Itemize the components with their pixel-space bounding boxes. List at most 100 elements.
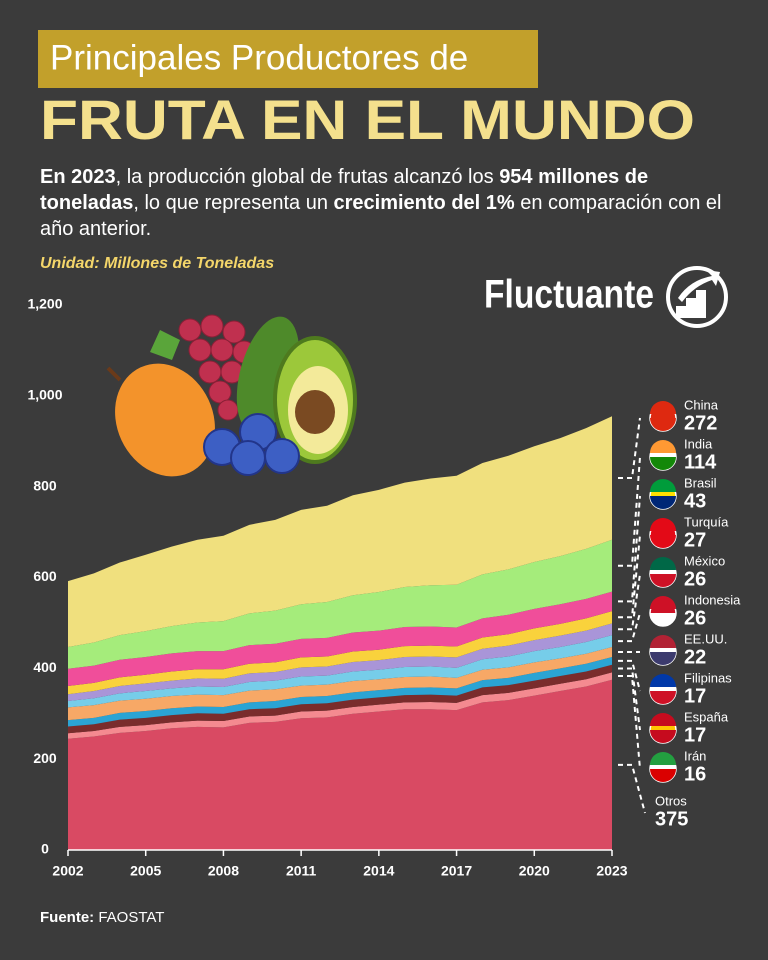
legend-name: Turquía xyxy=(684,514,729,529)
source: Fuente: FAOSTAT xyxy=(40,909,164,926)
legend-name: China xyxy=(684,397,719,412)
flag-band xyxy=(650,401,676,414)
x-tick-label: 2017 xyxy=(441,863,472,879)
y-tick-label: 600 xyxy=(33,568,57,584)
leader-line xyxy=(618,659,641,692)
flag-band xyxy=(650,752,676,765)
x-tick-label: 2011 xyxy=(286,863,317,879)
x-tick-label: 2023 xyxy=(596,863,627,879)
brand: Fluctuante xyxy=(484,273,654,317)
x-tick-label: 2002 xyxy=(52,863,83,879)
flag-band xyxy=(650,479,676,492)
value-label: 375 xyxy=(655,808,688,830)
flag-band xyxy=(650,713,676,726)
y-tick-label: 1,000 xyxy=(27,387,62,403)
area xyxy=(68,623,612,702)
flag-band xyxy=(650,535,676,548)
value-label: 43 xyxy=(684,490,706,512)
x-tick-label: 2014 xyxy=(363,863,394,879)
area xyxy=(68,539,612,669)
leader-line xyxy=(618,456,641,567)
y-tick-label: 200 xyxy=(33,750,57,766)
legend-name: EE.UU. xyxy=(684,631,727,646)
flag-band xyxy=(650,652,676,665)
value-label: 114 xyxy=(684,451,717,473)
area xyxy=(68,611,612,695)
y-tick-label: 1,200 xyxy=(27,296,62,312)
plot xyxy=(68,416,612,850)
y-tick-label: 0 xyxy=(41,841,49,857)
flag-band xyxy=(650,769,676,782)
leader-line xyxy=(618,495,641,603)
area xyxy=(68,664,612,734)
legend-item: EE.UU.22 xyxy=(618,631,727,668)
flag-band xyxy=(650,596,676,609)
area xyxy=(68,679,612,850)
flag-band xyxy=(650,496,676,509)
value-label: 16 xyxy=(684,763,706,785)
flag-band xyxy=(650,635,676,648)
legend-name: Otros xyxy=(655,793,687,808)
brand-logo xyxy=(666,266,728,328)
leader-line xyxy=(618,763,646,814)
description-segment: , lo que representa un xyxy=(133,192,334,214)
source-label: Fuente: xyxy=(40,909,94,926)
area xyxy=(68,656,612,727)
value-label: 26 xyxy=(684,568,706,590)
flag-band xyxy=(650,613,676,626)
flag-band xyxy=(650,730,676,743)
leader-line xyxy=(618,534,641,619)
unit: Unidad: Millones de Toneladas xyxy=(40,255,274,272)
area xyxy=(68,646,612,721)
flag-band xyxy=(650,440,676,453)
source-value: FAOSTAT xyxy=(98,909,164,926)
area xyxy=(68,416,612,647)
value-label: 26 xyxy=(684,607,706,629)
y-tick-label: 800 xyxy=(33,477,57,493)
description-segment: En 2023 xyxy=(40,166,116,188)
flag-band xyxy=(650,457,676,470)
area xyxy=(68,591,612,687)
leader-line xyxy=(618,417,641,480)
legend-name: Filipinas xyxy=(684,670,732,685)
legend-name: Irán xyxy=(684,748,706,763)
value-label: 272 xyxy=(684,412,717,434)
leader-line xyxy=(618,667,641,731)
flag-band xyxy=(650,691,676,704)
kicker: Principales Productores de xyxy=(50,38,468,77)
fruit-illustration xyxy=(106,314,357,477)
value-label: 17 xyxy=(684,724,706,746)
y-tick-label: 400 xyxy=(33,659,57,675)
value-label: 22 xyxy=(684,646,706,668)
description-segment: , la producción global de frutas alcanzó… xyxy=(115,166,500,188)
legend-name: Indonesia xyxy=(684,592,741,607)
flag-band xyxy=(650,574,676,587)
value-label: 27 xyxy=(684,529,706,551)
flag-band xyxy=(650,418,676,431)
legend-name: México xyxy=(684,553,725,568)
flag-band xyxy=(650,674,676,687)
legend-name: España xyxy=(684,709,729,724)
value-label: 17 xyxy=(684,685,706,707)
flag-band xyxy=(650,557,676,570)
leader-line xyxy=(618,612,641,643)
description-segment: crecimiento del 1% xyxy=(333,192,515,214)
x-tick-label: 2020 xyxy=(519,863,550,879)
area xyxy=(68,672,612,739)
legend-name: India xyxy=(684,436,713,451)
x-tick-label: 2005 xyxy=(130,863,161,879)
kicker-box xyxy=(38,30,538,88)
description-segment: 954 millones de toneladas xyxy=(40,166,649,214)
leader-line xyxy=(618,675,641,770)
